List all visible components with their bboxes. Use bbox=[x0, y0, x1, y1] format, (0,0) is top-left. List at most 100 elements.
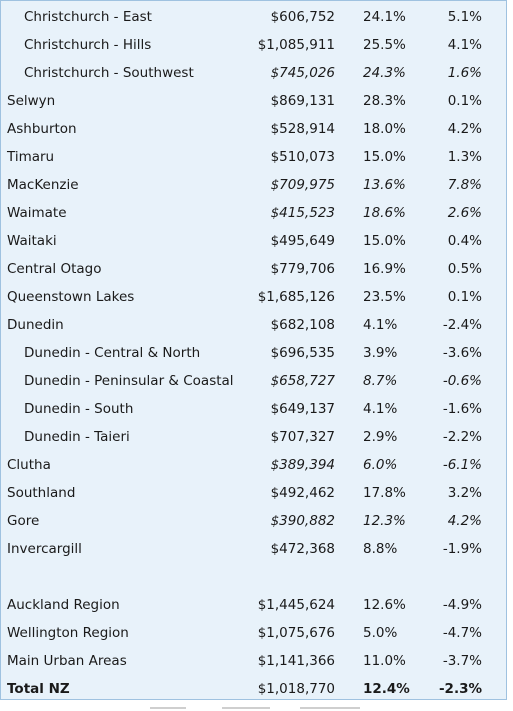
table-row: Dunedin - Taieri $707,327 2.9% -2.2% bbox=[1, 423, 506, 451]
table-row: Queenstown Lakes $1,685,126 23.5% 0.1% bbox=[1, 283, 506, 311]
median-price: $682,108 bbox=[270, 317, 335, 333]
change-1: 8.8% bbox=[363, 541, 398, 557]
caption-fragment bbox=[0, 705, 513, 711]
table-row: Waimate $415,523 18.6% 2.6% bbox=[1, 199, 506, 227]
row-name: Queenstown Lakes bbox=[7, 289, 135, 305]
median-price: $1,075,676 bbox=[257, 625, 335, 641]
median-price: $528,914 bbox=[270, 121, 335, 137]
change-2: 0.5% bbox=[447, 261, 482, 277]
table-row: Gore $390,882 12.3% 4.2% bbox=[1, 507, 506, 535]
change-2: 3.2% bbox=[447, 485, 482, 501]
change-2: -2.4% bbox=[442, 317, 482, 333]
change-2: 2.6% bbox=[447, 205, 482, 221]
change-2: 0.4% bbox=[447, 233, 482, 249]
change-2: -1.9% bbox=[442, 541, 482, 557]
change-2: 5.1% bbox=[447, 9, 482, 25]
median-price: $472,368 bbox=[270, 541, 335, 557]
change-2: -1.6% bbox=[442, 401, 482, 417]
row-name: Christchurch - East bbox=[24, 9, 152, 25]
row-name: Dunedin bbox=[7, 317, 64, 333]
median-price: $510,073 bbox=[270, 149, 335, 165]
table-row: Southland $492,462 17.8% 3.2% bbox=[1, 479, 506, 507]
change-2: -3.7% bbox=[442, 653, 482, 669]
change-2: 1.6% bbox=[447, 65, 482, 81]
median-price: $779,706 bbox=[270, 261, 335, 277]
row-name: Central Otago bbox=[7, 261, 102, 277]
change-2: -6.1% bbox=[442, 457, 482, 473]
median-price: $658,727 bbox=[270, 373, 335, 389]
change-1: 23.5% bbox=[363, 289, 406, 305]
change-1: 11.0% bbox=[363, 653, 406, 669]
median-price: $1,445,624 bbox=[257, 597, 335, 613]
row-name: Waitaki bbox=[7, 233, 57, 249]
row-name: Dunedin - Peninsular & Coastal bbox=[24, 373, 234, 389]
change-2: 4.2% bbox=[447, 513, 482, 529]
row-name: Ashburton bbox=[7, 121, 77, 137]
change-1: 12.6% bbox=[363, 597, 406, 613]
table-row: Christchurch - Hills $1,085,911 25.5% 4.1% bbox=[1, 31, 506, 59]
change-2: 1.3% bbox=[447, 149, 482, 165]
change-1: 2.9% bbox=[363, 429, 398, 445]
change-1: 4.1% bbox=[363, 401, 398, 417]
change-2: -2.3% bbox=[438, 681, 482, 697]
change-1: 13.6% bbox=[363, 177, 406, 193]
change-1: 4.1% bbox=[363, 317, 398, 333]
change-1: 25.5% bbox=[363, 37, 406, 53]
median-price: $696,535 bbox=[270, 345, 335, 361]
table-row: Waitaki $495,649 15.0% 0.4% bbox=[1, 227, 506, 255]
data-table: Christchurch - East $606,752 24.1% 5.1% Chri… bbox=[0, 0, 507, 700]
change-2: 7.8% bbox=[447, 177, 482, 193]
median-price: $415,523 bbox=[270, 205, 335, 221]
row-name: Clutha bbox=[7, 457, 51, 473]
change-1: 5.0% bbox=[363, 625, 398, 641]
median-price: $1,085,911 bbox=[257, 37, 335, 53]
row-name: Dunedin - Central & North bbox=[24, 345, 201, 361]
median-price: $1,141,366 bbox=[257, 653, 335, 669]
change-1: 17.8% bbox=[363, 485, 406, 501]
median-price: $389,394 bbox=[270, 457, 335, 473]
change-1: 12.3% bbox=[363, 513, 406, 529]
row-name: Christchurch - Southwest bbox=[24, 65, 194, 81]
median-price: $707,327 bbox=[270, 429, 335, 445]
row-name: Dunedin - Taieri bbox=[24, 429, 130, 445]
change-1: 16.9% bbox=[363, 261, 406, 277]
change-1: 18.0% bbox=[363, 121, 406, 137]
change-2: 4.1% bbox=[447, 37, 482, 53]
median-price: $492,462 bbox=[270, 485, 335, 501]
table-row: Selwyn $869,131 28.3% 0.1% bbox=[1, 87, 506, 115]
median-price: $649,137 bbox=[270, 401, 335, 417]
row-name: Total NZ bbox=[7, 681, 70, 697]
change-2: -2.2% bbox=[442, 429, 482, 445]
median-price: $1,018,770 bbox=[257, 681, 335, 697]
summary-row: Auckland Region $1,445,624 12.6% -4.9% bbox=[1, 591, 506, 619]
change-1: 12.4% bbox=[363, 681, 410, 697]
change-1: 15.0% bbox=[363, 149, 406, 165]
change-1: 15.0% bbox=[363, 233, 406, 249]
median-price: $745,026 bbox=[270, 65, 335, 81]
row-name: Southland bbox=[7, 485, 76, 501]
change-1: 24.1% bbox=[363, 9, 406, 25]
table-row: Dunedin - Central & North $696,535 3.9% -3.… bbox=[1, 339, 506, 367]
table-row: Clutha $389,394 6.0% -6.1% bbox=[1, 451, 506, 479]
summary-row: Wellington Region $1,075,676 5.0% -4.7% bbox=[1, 619, 506, 647]
table-row: Dunedin $682,108 4.1% -2.4% bbox=[1, 311, 506, 339]
row-name: Wellington Region bbox=[7, 625, 129, 641]
table-row: Christchurch - Southwest $745,026 24.3% 1.6… bbox=[1, 59, 506, 87]
change-2: -4.9% bbox=[442, 597, 482, 613]
change-2: -0.6% bbox=[442, 373, 482, 389]
median-price: $1,685,126 bbox=[257, 289, 335, 305]
median-price: $495,649 bbox=[270, 233, 335, 249]
table-row: Timaru $510,073 15.0% 1.3% bbox=[1, 143, 506, 171]
row-name: Selwyn bbox=[7, 93, 56, 109]
change-2: 0.1% bbox=[447, 93, 482, 109]
change-2: 4.2% bbox=[447, 121, 482, 137]
median-price: $390,882 bbox=[270, 513, 335, 529]
table-row: MacKenzie $709,975 13.6% 7.8% bbox=[1, 171, 506, 199]
table-row: Ashburton $528,914 18.0% 4.2% bbox=[1, 115, 506, 143]
median-price: $709,975 bbox=[270, 177, 335, 193]
summary-row: Main Urban Areas $1,141,366 11.0% -3.7% bbox=[1, 647, 506, 675]
row-name: Waimate bbox=[7, 205, 67, 221]
table-row: Dunedin - Peninsular & Coastal $658,727 8.… bbox=[1, 367, 506, 395]
change-2: -4.7% bbox=[442, 625, 482, 641]
median-price: $606,752 bbox=[270, 9, 335, 25]
